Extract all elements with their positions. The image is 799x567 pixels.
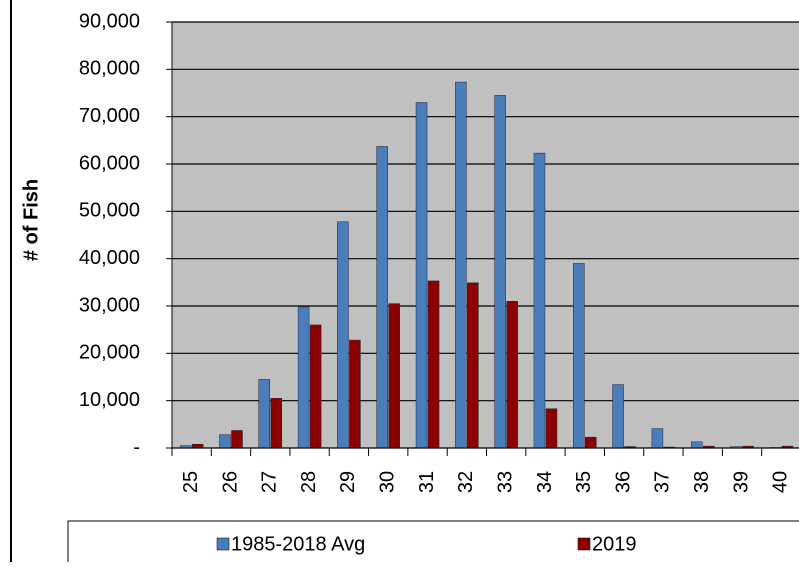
bar <box>310 325 321 448</box>
bar <box>271 398 282 448</box>
bar <box>585 437 596 448</box>
bar <box>573 263 584 448</box>
legend-swatch <box>217 538 229 550</box>
legend-label: 2019 <box>592 533 637 555</box>
bar <box>192 444 203 448</box>
y-tick-label: 10,000 <box>79 389 140 411</box>
x-tick-label: 39 <box>730 471 752 493</box>
bar <box>534 153 545 448</box>
x-tick-label: 27 <box>259 471 281 493</box>
bar <box>337 222 348 448</box>
bar <box>613 385 624 448</box>
bar <box>219 435 230 448</box>
x-tick-label: 35 <box>573 471 595 493</box>
y-tick-label: 30,000 <box>79 294 140 316</box>
y-tick-label: 60,000 <box>79 152 140 174</box>
legend-label: 1985-2018 Avg <box>231 533 365 555</box>
bar <box>389 304 400 448</box>
bar <box>546 409 557 448</box>
y-axis-label: # of Fish <box>20 179 42 261</box>
x-tick-label: 34 <box>534 471 556 493</box>
bar <box>416 102 427 448</box>
y-tick-label: 80,000 <box>79 58 140 80</box>
x-tick-label: 40 <box>770 471 792 493</box>
x-tick-label: 37 <box>652 471 674 493</box>
y-tick-label: - <box>133 436 140 458</box>
legend-box <box>68 521 799 562</box>
x-tick-label: 38 <box>691 471 713 493</box>
bar <box>467 283 478 448</box>
x-tick-label: 25 <box>180 471 202 493</box>
x-tick-label: 28 <box>298 471 320 493</box>
y-tick-label: 20,000 <box>79 342 140 364</box>
x-tick-label: 30 <box>377 471 399 493</box>
bar <box>298 307 309 448</box>
x-tick-label: 36 <box>612 471 634 493</box>
y-tick-label: 90,000 <box>79 10 140 32</box>
x-tick-label: 31 <box>416 471 438 493</box>
y-tick-label: 40,000 <box>79 247 140 269</box>
bar <box>259 379 270 448</box>
bar <box>691 442 702 448</box>
x-tick-label: 29 <box>337 471 359 493</box>
bar <box>349 340 360 448</box>
bar <box>428 281 439 448</box>
bar <box>507 301 518 448</box>
bar <box>377 146 388 448</box>
bar <box>231 430 242 448</box>
x-tick-label: 26 <box>219 471 241 493</box>
legend-swatch <box>578 538 590 550</box>
bar <box>455 82 466 448</box>
bar <box>652 429 663 448</box>
x-tick-label: 32 <box>455 471 477 493</box>
x-tick-label: 33 <box>494 471 516 493</box>
bar <box>495 95 506 448</box>
y-tick-label: 70,000 <box>79 105 140 127</box>
y-tick-label: 50,000 <box>79 200 140 222</box>
